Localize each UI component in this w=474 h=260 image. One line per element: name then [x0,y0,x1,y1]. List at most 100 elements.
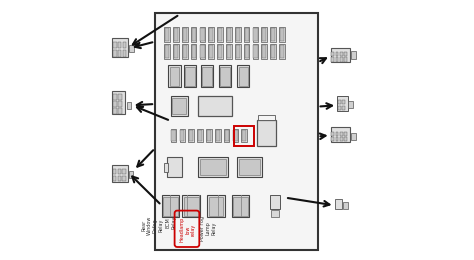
Bar [122,176,126,181]
Bar [165,28,169,41]
Bar [219,65,231,87]
Bar [218,28,222,41]
Bar [336,52,338,56]
Bar [271,210,279,217]
Bar [340,132,343,136]
Bar [188,129,194,142]
Bar [209,45,213,58]
Bar [235,27,241,42]
Bar [236,28,240,41]
Bar [112,38,128,57]
Bar [191,27,196,42]
Bar [331,57,334,62]
Bar [122,169,126,174]
Bar [206,129,212,142]
Bar [262,27,267,42]
Bar [167,157,182,177]
Bar [118,176,121,181]
Bar [201,45,204,58]
Bar [344,137,346,141]
Bar [118,94,122,100]
Bar [218,45,222,58]
Bar [173,27,179,42]
Bar [335,199,342,209]
Text: Headlamp
low
relay: Headlamp low relay [179,217,196,242]
Bar [262,44,267,58]
Bar [271,45,275,58]
Bar [253,44,258,58]
Bar [280,45,284,58]
Bar [227,28,231,41]
Bar [165,45,169,58]
Bar [331,137,334,141]
Bar [270,195,280,209]
Bar [262,28,266,41]
Bar [182,195,200,217]
Bar [118,50,121,57]
Bar [256,120,276,146]
Bar [118,169,121,174]
Bar [244,44,249,58]
Bar [113,50,117,57]
Bar [170,67,179,86]
Bar [207,195,225,217]
Bar [113,108,117,114]
Bar [171,96,188,116]
Bar [198,157,228,177]
Bar [270,44,276,58]
Bar [226,27,232,42]
Bar [217,27,223,42]
Bar [191,28,196,41]
Bar [331,52,334,56]
Bar [348,101,353,108]
Bar [113,176,116,181]
Bar [113,94,117,100]
Bar [207,130,211,141]
Bar [189,130,193,141]
Bar [191,45,196,58]
Bar [340,57,343,62]
Bar [209,44,214,58]
Bar [336,57,338,62]
Bar [164,162,168,172]
Bar [337,96,347,110]
Bar [200,159,227,175]
Bar [216,130,220,141]
Bar [245,28,249,41]
Bar [113,101,117,107]
Bar [182,44,188,58]
Bar [344,57,346,62]
Bar [172,98,186,114]
Bar [202,67,211,86]
Text: Power Fog
Lamp
Relay: Power Fog Lamp Relay [200,216,217,241]
Bar [235,126,254,146]
Bar [118,42,121,48]
Bar [200,44,205,58]
Bar [226,44,232,58]
Bar [237,157,262,177]
Bar [351,51,356,58]
Bar [155,13,318,250]
Bar [336,137,338,141]
Bar [209,28,213,41]
Bar [198,96,232,116]
Bar [340,52,343,56]
Bar [330,48,350,62]
Bar [344,52,346,56]
Bar [128,171,133,178]
Bar [112,165,128,182]
Bar [164,44,170,58]
Bar [171,129,176,142]
Bar [113,42,117,48]
Bar [340,137,343,141]
Bar [220,67,230,86]
Bar [173,44,179,58]
Bar [238,67,248,86]
Bar [200,27,205,42]
Bar [338,100,341,104]
Bar [236,45,240,58]
Bar [238,159,260,175]
Bar [344,132,346,136]
Bar [342,100,345,104]
Bar [209,27,214,42]
